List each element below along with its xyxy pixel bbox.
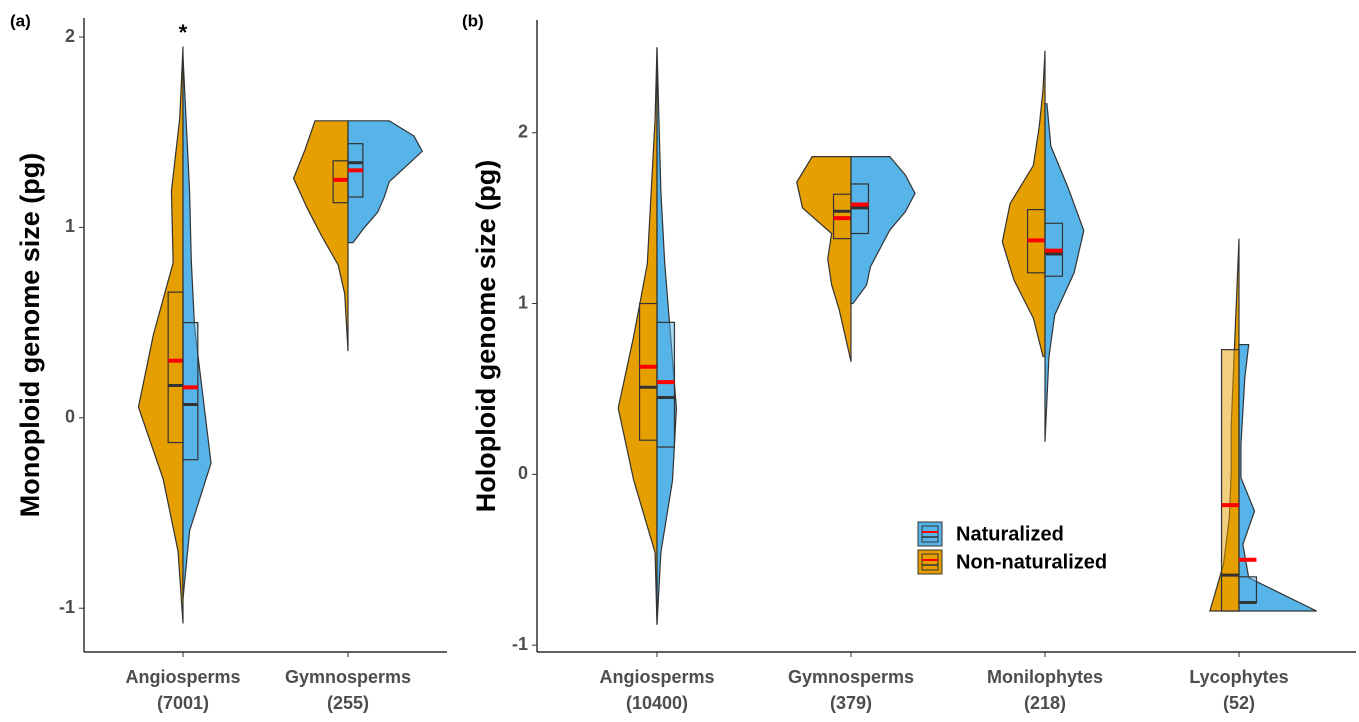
box xyxy=(638,302,658,441)
x-tick-label: Gymnosperms xyxy=(788,667,914,687)
legend-item: Naturalized xyxy=(917,521,1064,547)
x-tick-count: (7001) xyxy=(157,693,209,713)
y-tick-label: 0 xyxy=(65,407,75,427)
x-tick-label: Lycophytes xyxy=(1189,667,1288,687)
x-tick-label: Gymnosperms xyxy=(285,667,411,687)
legend-label: Naturalized xyxy=(956,523,1064,545)
x-tick-count: (379) xyxy=(830,693,872,713)
violin-half xyxy=(617,47,658,625)
x-tick-count: (218) xyxy=(1024,693,1066,713)
x-tick-count: (52) xyxy=(1223,693,1255,713)
violin-half xyxy=(347,120,423,244)
x-tick-label: Monilophytes xyxy=(987,667,1103,687)
y-tick-label: 2 xyxy=(518,121,528,141)
x-tick-count: (255) xyxy=(327,693,369,713)
y-tick-label: -1 xyxy=(512,634,528,654)
violin-half xyxy=(292,120,349,352)
x-tick-label: Angiosperms xyxy=(125,667,240,687)
violin-half xyxy=(182,56,212,599)
panel-label: (b) xyxy=(462,11,484,30)
legend-key-box xyxy=(921,525,939,543)
violin-half xyxy=(137,46,184,624)
panel-label: (a) xyxy=(10,11,31,30)
y-tick-label: 0 xyxy=(518,463,528,483)
y-tick-label: 2 xyxy=(65,26,75,46)
y-axis-label: Monoploid genome size (pg) xyxy=(15,153,45,517)
legend-label: Non-naturalized xyxy=(956,551,1107,573)
y-tick-label: 1 xyxy=(518,292,528,312)
significance-star: * xyxy=(179,20,188,45)
box xyxy=(1220,349,1240,612)
legend-item: Non-naturalized xyxy=(917,549,1107,575)
violin-half xyxy=(1238,343,1317,612)
violin-half xyxy=(796,156,852,362)
y-tick-label: -1 xyxy=(59,597,75,617)
x-tick-count: (10400) xyxy=(626,693,688,713)
legend-key-box xyxy=(921,553,939,571)
x-tick-label: Angiosperms xyxy=(599,667,714,687)
box xyxy=(167,291,184,444)
box xyxy=(182,322,199,461)
y-tick-label: 1 xyxy=(65,216,75,236)
box xyxy=(656,321,676,448)
violin-half xyxy=(1001,50,1046,358)
violin-half xyxy=(1044,103,1085,442)
y-axis-label: Holoploid genome size (pg) xyxy=(471,160,501,513)
box xyxy=(1238,576,1258,604)
